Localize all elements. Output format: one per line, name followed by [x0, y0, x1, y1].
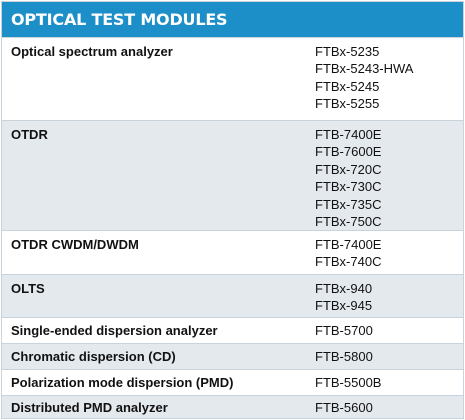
model-list: FTB-5600 [305, 396, 463, 418]
model-list: FTB-7400E FTBx-740C [305, 231, 463, 274]
model-number: FTBx-5245 [315, 78, 380, 94]
table-row: OTDR FTB-7400E FTB-7600E FTBx-720C FTBx-… [2, 120, 463, 230]
module-name: Optical spectrum analyzer [11, 44, 173, 59]
model-number: FTBx-750C [315, 213, 382, 229]
table-row: Chromatic dispersion (CD) FTB-5800 [2, 343, 463, 369]
model-list: FTBx-5235 FTBx-5243-HWA FTBx-5245 FTBx-5… [305, 38, 463, 120]
module-name: OTDR CWDM/DWDM [11, 237, 139, 252]
table-row: Distributed PMD analyzer FTB-5600 [2, 395, 463, 418]
model-list: FTB-5800 [305, 344, 463, 369]
table-row: Optical spectrum analyzer FTBx-5235 FTBx… [2, 37, 463, 120]
module-name: OTDR [11, 127, 48, 142]
model-number: FTBx-720C [315, 161, 382, 177]
table-row: OTDR CWDM/DWDM FTB-7400E FTBx-740C [2, 230, 463, 274]
table-row: Polarization mode dispersion (PMD) FTB-5… [2, 369, 463, 395]
model-number: FTB-5700 [315, 323, 373, 338]
model-list: FTB-7400E FTB-7600E FTBx-720C FTBx-730C … [305, 121, 463, 230]
model-number: FTB-5600 [315, 400, 373, 415]
model-number: FTB-5800 [315, 349, 373, 364]
model-number: FTBx-5255 [315, 96, 380, 112]
module-name: Single-ended dispersion analyzer [11, 323, 218, 338]
model-number: FTBx-735C [315, 196, 382, 212]
model-number: FTB-7600E [315, 144, 382, 160]
model-list: FTB-5500B [305, 370, 463, 395]
model-list: FTB-5700 [305, 318, 463, 343]
module-name: Polarization mode dispersion (PMD) [11, 375, 234, 390]
model-number: FTBx-730C [315, 179, 382, 195]
model-number: FTBx-5235 [315, 44, 380, 59]
model-number: FTBx-945 [315, 298, 373, 314]
module-name: Chromatic dispersion (CD) [11, 349, 176, 364]
model-number: FTBx-740C [315, 254, 382, 270]
module-name: Distributed PMD analyzer [11, 400, 168, 415]
module-name: OLTS [11, 281, 45, 296]
model-number: FTB-7400E [315, 127, 382, 142]
table-header: OPTICAL TEST MODULES [2, 2, 463, 37]
model-number: FTB-7400E [315, 237, 382, 252]
model-number: FTBx-940 [315, 281, 373, 296]
table-row: Single-ended dispersion analyzer FTB-570… [2, 317, 463, 343]
model-number: FTB-5500B [315, 375, 382, 390]
model-number: FTBx-5243-HWA [315, 61, 414, 77]
table-row: OLTS FTBx-940 FTBx-945 [2, 274, 463, 317]
model-list: FTBx-940 FTBx-945 [305, 275, 463, 317]
